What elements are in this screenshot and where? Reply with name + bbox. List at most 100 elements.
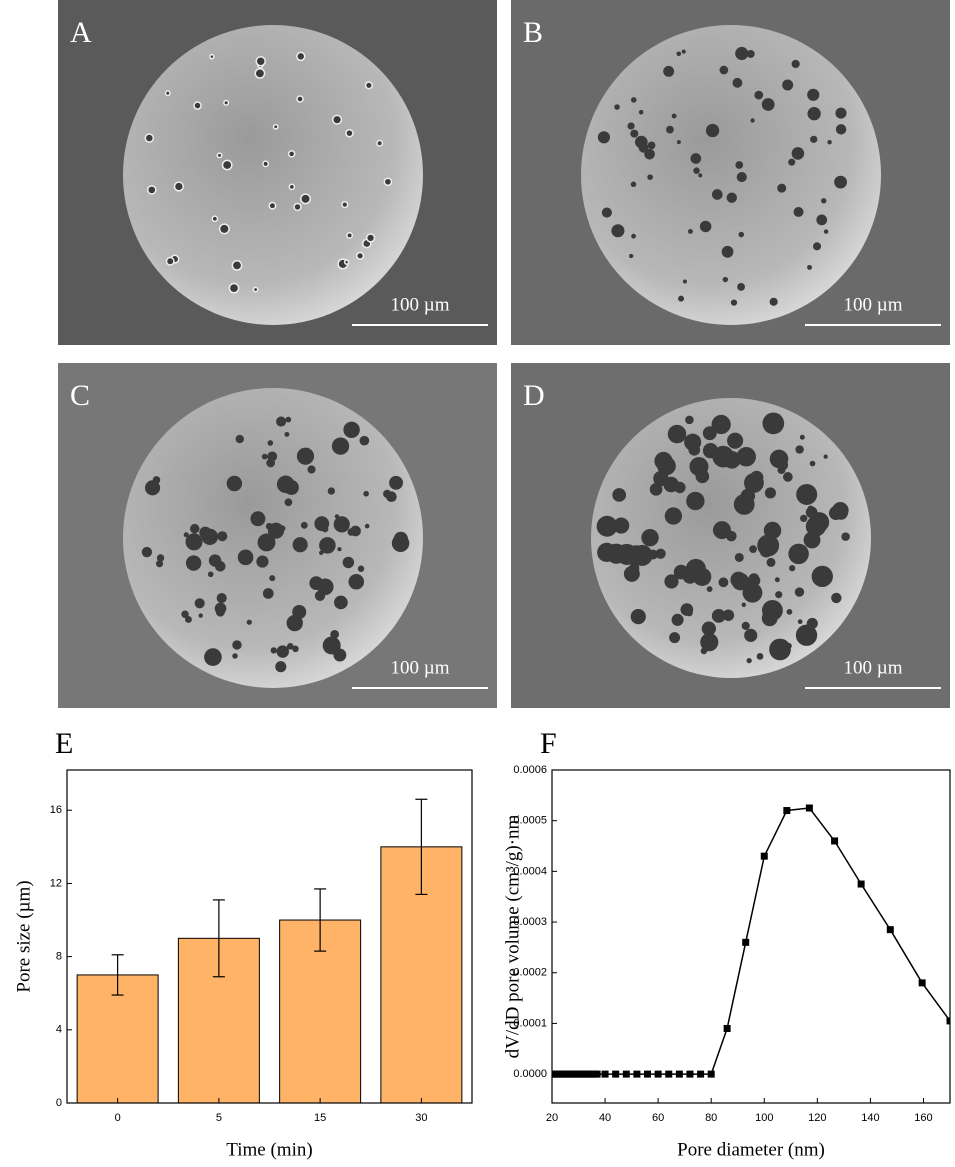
pore <box>775 591 783 599</box>
pore <box>208 554 222 567</box>
pore <box>823 229 829 234</box>
pore <box>613 517 630 534</box>
pore <box>655 548 666 559</box>
pore <box>647 174 653 180</box>
pore <box>777 183 787 193</box>
pore <box>322 636 341 655</box>
pore <box>201 528 219 545</box>
pore <box>693 167 700 174</box>
x-axis-label: Pore diameter (nm) <box>677 1139 825 1160</box>
pore <box>292 537 308 553</box>
x-tick-label: 20 <box>546 1112 558 1124</box>
marker <box>886 926 894 934</box>
pore <box>797 619 803 625</box>
pore <box>185 616 192 623</box>
pore <box>676 51 682 57</box>
pore <box>359 435 370 446</box>
x-tick-label: 160 <box>914 1112 932 1124</box>
pore <box>812 242 822 251</box>
pore <box>597 542 617 563</box>
pore <box>719 65 729 75</box>
pore <box>330 629 340 639</box>
pore <box>218 223 230 235</box>
pore <box>293 202 302 212</box>
pore <box>805 506 818 519</box>
marker <box>723 1024 731 1032</box>
pore <box>216 592 227 604</box>
error-bar <box>314 888 327 952</box>
pore <box>684 433 702 451</box>
pore <box>841 532 850 541</box>
pore <box>750 118 755 123</box>
pore <box>232 653 238 659</box>
marker <box>805 804 813 812</box>
error-bar <box>111 954 124 996</box>
marker <box>697 1070 705 1078</box>
pore <box>711 189 723 200</box>
pore <box>343 259 350 265</box>
pore <box>649 483 663 496</box>
marker <box>633 1070 641 1078</box>
pore <box>746 49 755 58</box>
marker <box>601 1070 609 1078</box>
pore <box>736 447 756 467</box>
pore <box>363 490 369 497</box>
pore <box>706 586 713 592</box>
pore <box>393 531 408 547</box>
pore <box>183 532 189 538</box>
pore <box>204 648 222 666</box>
x-tick-label: 40 <box>599 1112 611 1124</box>
pore <box>749 545 757 554</box>
pore <box>666 125 674 134</box>
pore <box>155 560 164 568</box>
pore <box>712 445 735 468</box>
bar <box>177 937 260 1104</box>
pore <box>700 633 719 652</box>
pore <box>300 193 312 205</box>
pore <box>783 472 793 482</box>
pore <box>596 515 618 537</box>
pore <box>722 276 729 283</box>
pore <box>337 547 342 552</box>
pore <box>669 632 681 644</box>
pore <box>185 533 203 551</box>
pore <box>795 445 804 454</box>
pore <box>631 97 637 103</box>
pore <box>800 514 808 523</box>
pore <box>276 645 289 658</box>
pore <box>663 65 675 77</box>
pore <box>735 161 744 169</box>
pore <box>287 150 296 158</box>
pore <box>689 457 709 477</box>
pore <box>232 640 242 650</box>
pore <box>721 245 734 258</box>
pore <box>644 148 655 160</box>
marker <box>857 880 865 888</box>
pore <box>193 101 202 110</box>
pore <box>777 466 786 475</box>
pore <box>744 628 758 642</box>
y-tick-label: 16 <box>50 804 62 816</box>
pore <box>831 592 842 604</box>
pore <box>217 531 228 542</box>
pore <box>671 113 677 119</box>
error-bar <box>212 899 225 978</box>
pore <box>764 487 776 499</box>
pore <box>762 600 783 621</box>
pore <box>788 158 796 166</box>
pore <box>255 55 266 67</box>
pore <box>807 107 821 121</box>
pore <box>722 609 735 621</box>
y-tick-label: 0.0006 <box>513 764 547 776</box>
pore <box>705 123 720 138</box>
y-tick-label: 12 <box>50 877 62 889</box>
pore <box>250 511 266 527</box>
pore <box>741 602 746 607</box>
pore <box>718 577 729 588</box>
pore <box>343 421 360 438</box>
pore <box>383 177 393 187</box>
pore <box>630 608 646 625</box>
pore <box>221 159 233 171</box>
x-tick-label: 60 <box>652 1112 664 1124</box>
pore <box>737 282 745 291</box>
